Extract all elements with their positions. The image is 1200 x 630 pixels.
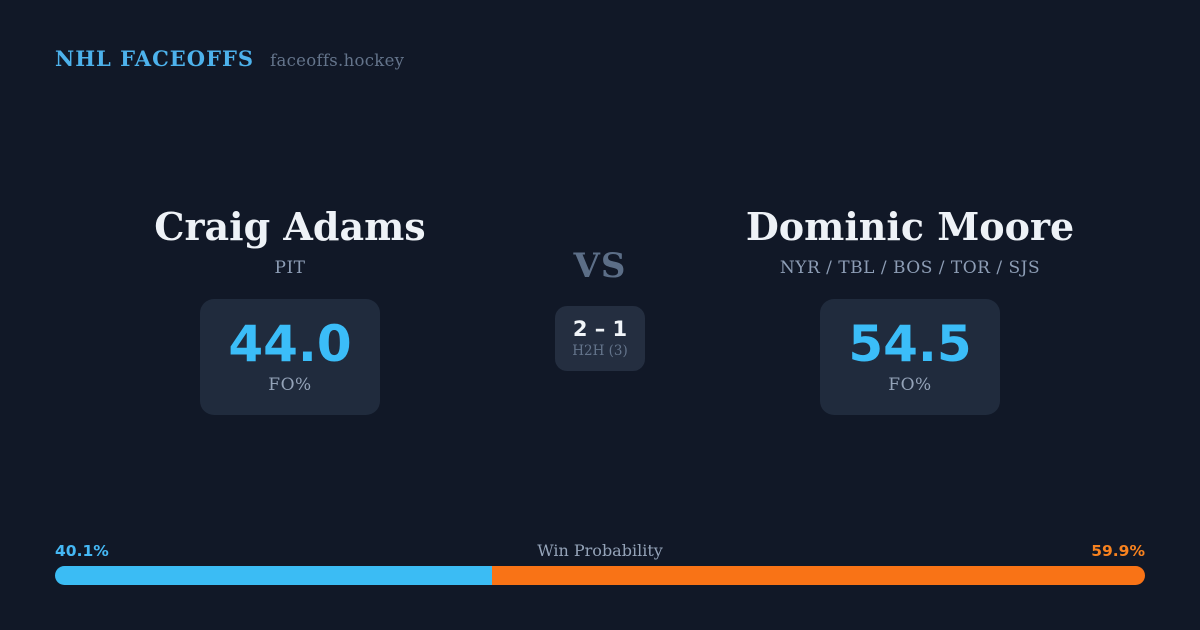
right-win-probability: 59.9% xyxy=(1091,542,1145,560)
center-column: VS 2 – 1 H2H (3) xyxy=(500,246,700,372)
winprob-right-segment xyxy=(492,566,1145,585)
h2h-card: 2 – 1 H2H (3) xyxy=(555,306,645,372)
h2h-score: 2 – 1 xyxy=(572,317,628,342)
left-fo-value: 44.0 xyxy=(228,315,352,374)
right-fo-label: FO% xyxy=(888,374,932,395)
right-fo-card: 54.5 FO% xyxy=(820,298,1000,415)
winprob-left-segment xyxy=(55,566,493,585)
right-player-name: Dominic Moore xyxy=(745,204,1075,249)
left-player-column: Craig Adams PIT 44.0 FO% xyxy=(90,205,490,415)
right-fo-value: 54.5 xyxy=(848,315,972,374)
win-probability-labels: 40.1% Win Probability 59.9% xyxy=(55,541,1145,560)
left-fo-card: 44.0 FO% xyxy=(200,298,380,415)
left-win-probability: 40.1% xyxy=(55,542,109,560)
header: NHL FACEOFFS faceoffs.hockey xyxy=(55,46,404,71)
left-fo-label: FO% xyxy=(268,374,312,395)
right-player-teams: NYR / TBL / BOS / TOR / SJS xyxy=(779,257,1041,278)
site-domain: faceoffs.hockey xyxy=(270,51,405,70)
right-player-column: Dominic Moore NYR / TBL / BOS / TOR / SJ… xyxy=(710,205,1110,415)
left-player-teams: PIT xyxy=(274,257,306,278)
win-probability-title: Win Probability xyxy=(537,541,663,560)
h2h-label: H2H (3) xyxy=(572,343,628,360)
brand-title: NHL FACEOFFS xyxy=(55,46,255,71)
win-probability-bar xyxy=(55,566,1145,585)
vs-label: VS xyxy=(573,246,627,286)
left-player-name: Craig Adams xyxy=(154,204,426,249)
